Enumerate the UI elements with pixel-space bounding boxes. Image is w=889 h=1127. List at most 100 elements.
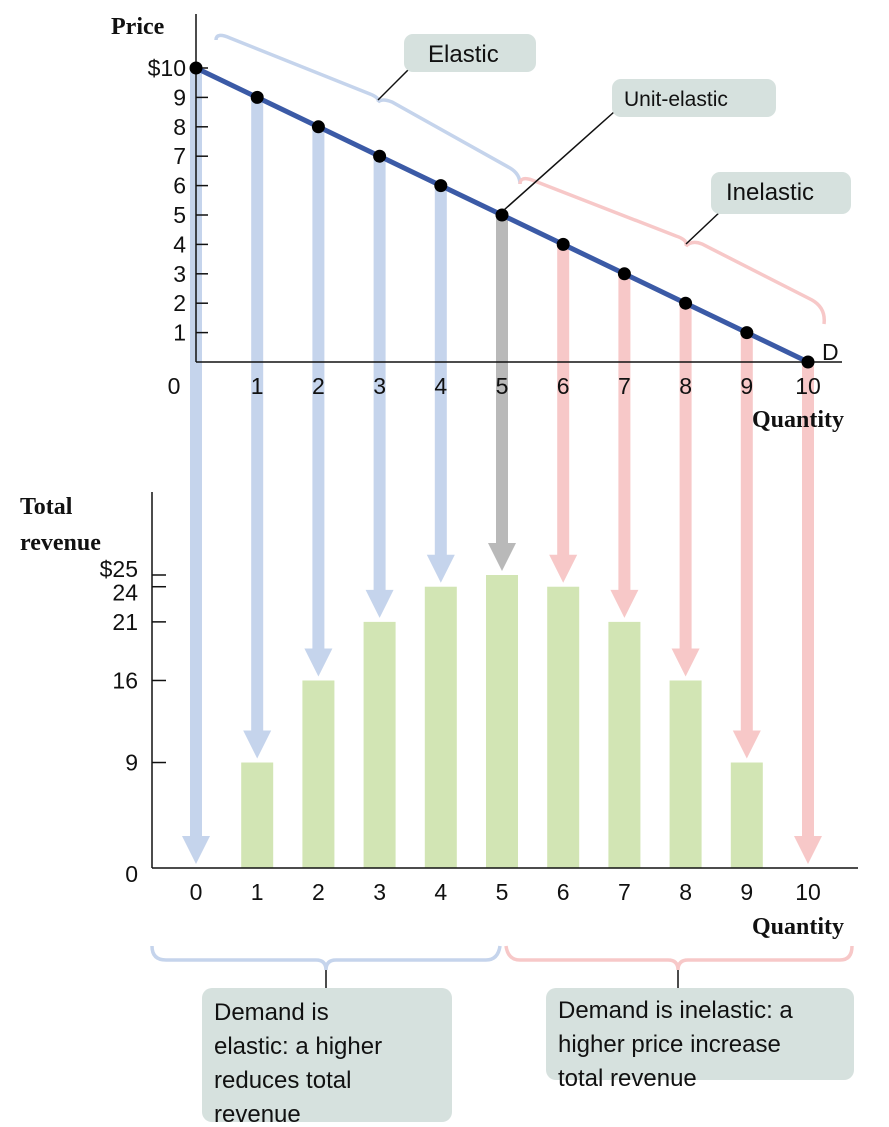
revenue-tick-24: 24 [112,580,138,606]
arrow-head-10 [794,836,822,864]
demand-point-0 [189,61,203,75]
revenue-quantity-tick-8: 8 [679,879,692,905]
price-tick-1: 1 [173,320,186,346]
price-to-revenue-arrows [182,68,822,864]
demand-quantity-tick-3: 3 [373,373,386,399]
revenue-bar-2 [302,680,335,868]
elastic-callout-box [404,34,536,72]
demand-point-9 [740,326,754,340]
arrow-head-1 [243,730,272,759]
revenue-quantity-tick-2: 2 [312,879,325,905]
revenue-bar-7 [608,621,641,868]
revenue-tick-9: 9 [125,750,138,776]
unit-elastic-callout-box [612,79,776,117]
demand-point-10 [801,355,815,369]
demand-point-6 [556,237,570,251]
elastic-callout-leader [377,65,413,101]
revenue-bar-8 [669,680,702,868]
revenue-quantity-tick-7: 7 [618,879,631,905]
demand-quantity-axis-label: Quantity [752,407,844,433]
demand-curve-label: D [822,339,839,365]
elastic-note-line-4: revenue [214,1101,301,1127]
elastic-note-line-2: elastic: a higher [214,1033,382,1060]
demand-quantity-tick-0: 0 [168,373,181,399]
revenue-tick-0: 0 [125,861,138,887]
arrow-head-8 [671,648,700,677]
revenue-tick-16: 16 [112,667,138,693]
revenue-bar-5 [486,575,518,868]
price-tick-10: $10 [148,55,186,81]
unit-elastic-callout-label: Unit-elastic [624,88,728,111]
demand-quantity-tick-10: 10 [795,373,821,399]
revenue-bars [241,575,763,868]
revenue-bar-3 [363,621,396,868]
inelastic-callout-leader [685,209,723,245]
price-tick-8: 8 [173,114,186,140]
revenue-bar-4 [424,586,457,868]
demand-point-2 [311,120,325,134]
elastic-note-line-1: Demand is [214,999,329,1026]
inelastic-range-bracket [504,945,854,971]
unit-elastic-callout-leader [503,111,615,211]
demand-quantity-tick-7: 7 [618,373,631,399]
price-axis-label: Price [111,14,165,40]
inelastic-note-line-1: Demand is inelastic: a [558,997,793,1024]
demand-point-1 [250,90,264,104]
arrow-head-4 [426,554,455,583]
elastic-note-text: Demand is elastic: a higher reduces total r… [214,999,382,1127]
demand-quantity-tick-1: 1 [251,373,264,399]
demand-quantity-tick-8: 8 [679,373,692,399]
demand-point-7 [617,267,631,281]
demand-quantity-tick-6: 6 [557,373,570,399]
arrow-head-0 [182,836,210,864]
revenue-quantity-tick-1: 1 [251,879,264,905]
demand-quantity-tick-2: 2 [312,373,325,399]
revenue-tick-21: 21 [112,609,138,635]
revenue-quantity-tick-4: 4 [434,879,447,905]
inelastic-note-box [546,988,854,1080]
demand-quantity-tick-5: 5 [496,373,509,399]
price-tick-7: 7 [173,143,186,169]
arrow-head-6 [549,554,578,583]
price-tick-3: 3 [173,261,186,287]
revenue-quantity-tick-0: 0 [190,879,203,905]
revenue-axis-label-line1: Total [20,494,73,520]
demand-point-4 [434,179,448,193]
revenue-quantity-tick-10: 10 [795,879,821,905]
price-tick-4: 4 [173,231,186,257]
elastic-callout-label: Elastic [428,41,499,68]
demand-quantity-tick-4: 4 [434,373,447,399]
revenue-quantity-tick-3: 3 [373,879,386,905]
elastic-range-bracket [150,945,502,971]
demand-quantity-tick-9: 9 [740,373,753,399]
elastic-bracket [214,33,522,185]
arrow-head-7 [610,589,639,618]
revenue-quantity-tick-5: 5 [496,879,509,905]
revenue-quantity-tick-6: 6 [557,879,570,905]
demand-point-3 [373,149,387,163]
revenue-tick-25: $25 [100,556,138,582]
revenue-bar-6 [547,586,580,868]
arrow-head-9 [732,730,761,759]
inelastic-note-text: Demand is inelastic: a higher price incre… [558,997,793,1092]
inelastic-bracket [518,176,826,325]
revenue-quantity-tick-9: 9 [740,879,753,905]
revenue-quantity-axis-label: Quantity [752,914,844,940]
price-tick-labels: $10 9 8 7 6 5 4 3 2 1 [148,55,208,346]
inelastic-callout-box [711,172,851,214]
price-tick-9: 9 [173,84,186,110]
revenue-bar-9 [730,762,763,868]
price-tick-2: 2 [173,290,186,316]
inelastic-callout-label: Inelastic [726,179,814,206]
inelastic-note-line-2: higher price increase [558,1031,781,1058]
demand-point-8 [679,296,693,310]
price-tick-5: 5 [173,202,186,228]
demand-quantity-tick-labels: 0 1 2 3 4 5 6 7 8 9 10 [168,373,821,399]
revenue-axis-label-line2: revenue [20,530,101,556]
inelastic-note-line-3: total revenue [558,1065,697,1092]
revenue-bar-1 [241,762,274,868]
demand-point-5 [495,208,509,222]
elastic-note-line-3: reduces total [214,1067,351,1094]
